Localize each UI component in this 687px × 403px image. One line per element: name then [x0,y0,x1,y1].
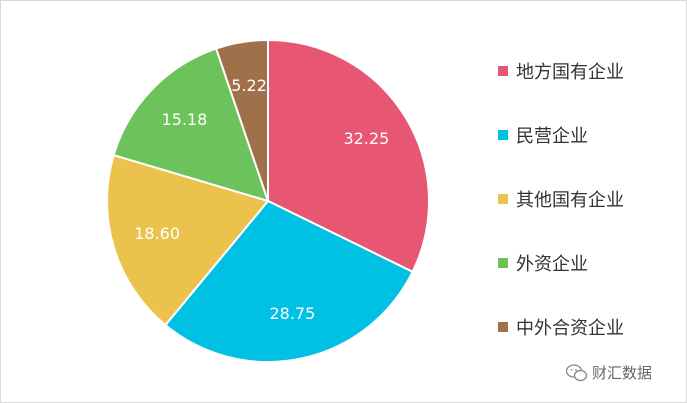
data-label: 5.22 [231,76,267,95]
pie-slice [112,47,270,203]
watermark: 财汇数据 [566,362,652,383]
data-label: 28.75 [269,304,315,323]
legend-item: 民营企业 [498,124,588,147]
legend-item: 外资企业 [498,252,588,275]
pie-slice [214,38,269,202]
pie-slice [267,38,430,274]
legend-swatch [498,66,508,76]
pie-slice [106,153,270,327]
legend-item: 地方国有企业 [498,60,624,83]
pie-slice [163,199,414,363]
legend-item: 中外合资企业 [498,316,624,339]
data-label: 18.60 [134,224,180,243]
legend-label: 民营企业 [516,126,588,147]
legend-item: 其他国有企业 [498,188,624,211]
data-label: 32.25 [343,129,389,148]
legend-label: 地方国有企业 [516,62,624,83]
data-label: 15.18 [162,110,208,129]
legend-swatch [498,130,508,140]
legend-label: 其他国有企业 [516,190,624,211]
wechat-icon [566,363,588,381]
watermark-text: 财汇数据 [592,364,653,382]
legend-label: 外资企业 [516,254,588,275]
legend-swatch [498,322,508,332]
legend-swatch [498,258,508,268]
legend-swatch [498,194,508,204]
legend-label: 中外合资企业 [516,318,624,339]
